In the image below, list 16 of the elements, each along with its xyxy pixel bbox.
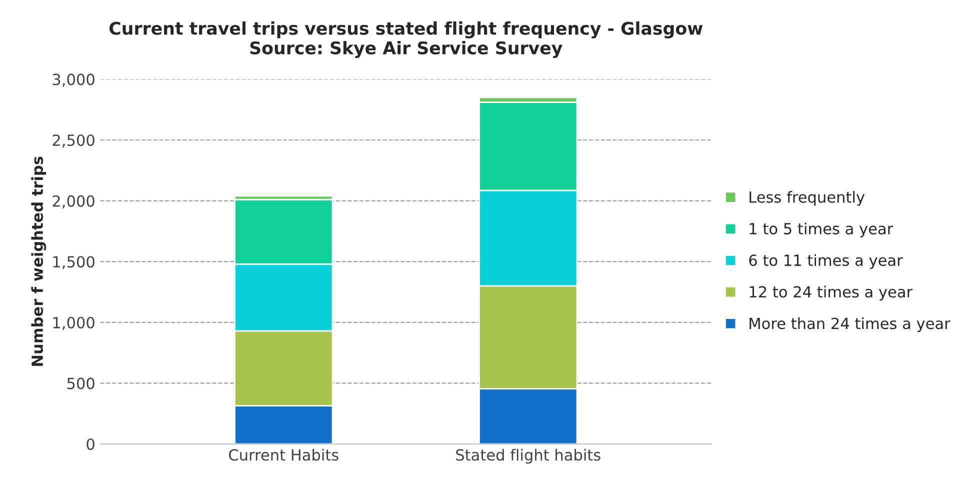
legend-label: Less frequently bbox=[750, 191, 865, 206]
y-tick-label: 3,000 bbox=[52, 74, 94, 87]
chart-title: Current travel trips versus stated flight frequency - Glasgow Source: Skye Air Service Survey bbox=[109, 21, 703, 58]
y-tick-label: 1,500 bbox=[53, 256, 94, 270]
y-tick-label: 2,000 bbox=[52, 195, 94, 208]
legend-label: 1 to 5 times a year bbox=[750, 222, 894, 238]
x-tick-label: Current Habits bbox=[229, 448, 338, 461]
legend-label: 6 to 11 times a year bbox=[749, 254, 903, 269]
y-tick-label: 500 bbox=[67, 378, 94, 390]
legend-label: More than 24 times a year bbox=[750, 317, 950, 332]
y-tick-label: 1,000 bbox=[53, 316, 94, 330]
y-tick-label: 0 bbox=[86, 438, 94, 450]
x-tick-label: Stated flight habits bbox=[456, 448, 600, 464]
legend-label: 12 to 24 times a year bbox=[750, 286, 913, 301]
y-tick-label: 2,500 bbox=[52, 134, 94, 148]
y-axis-title: Number f weighted trips bbox=[31, 156, 46, 366]
